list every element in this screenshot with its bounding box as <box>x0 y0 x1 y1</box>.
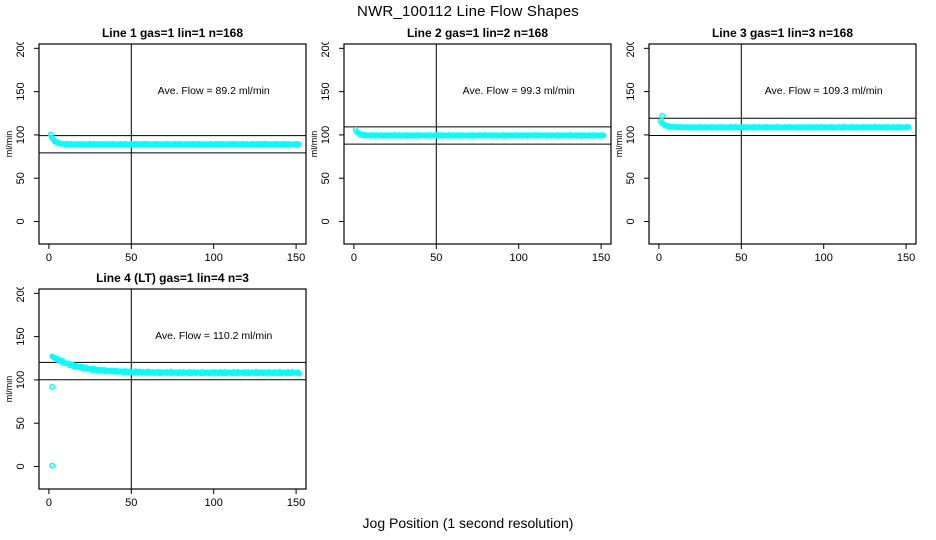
svg-text:200: 200 <box>15 287 27 303</box>
svg-text:50: 50 <box>125 497 137 509</box>
svg-text:0: 0 <box>15 463 27 469</box>
svg-text:150: 150 <box>287 252 305 264</box>
svg-text:200: 200 <box>15 42 27 58</box>
svg-text:150: 150 <box>287 497 305 509</box>
svg-text:50: 50 <box>15 172 27 184</box>
svg-text:100: 100 <box>15 371 27 389</box>
svg-text:100: 100 <box>510 252 528 264</box>
svg-text:50: 50 <box>735 252 747 264</box>
panels-grid: Line 1 gas=1 lin=1 n=168 0 50 100 150 0 50 100… <box>6 22 921 512</box>
svg-text:ml/min: ml/min <box>6 131 14 158</box>
svg-text:200: 200 <box>320 42 332 58</box>
svg-text:0: 0 <box>351 252 357 264</box>
svg-text:Ave. Flow = 110.2 ml/min: Ave. Flow = 110.2 ml/min <box>155 330 272 342</box>
panel-line-3-plot: 0 50 100 150 0 50 100 150 200 ml/min Ave. Flow = 1… <box>616 42 917 264</box>
chart-title: NWR_100112 Line Flow Shapes <box>357 3 579 20</box>
svg-text:150: 150 <box>15 327 27 345</box>
svg-text:ml/min: ml/min <box>311 131 319 158</box>
svg-text:100: 100 <box>205 252 223 264</box>
svg-text:Ave. Flow = 89.2 ml/min: Ave. Flow = 89.2 ml/min <box>158 85 270 97</box>
svg-text:Ave. Flow = 99.3 ml/min: Ave. Flow = 99.3 ml/min <box>463 85 575 97</box>
panel-line-4: Line 4 (LT) gas=1 lin=4 n=3 0 50 100 150 0 50… <box>6 267 311 512</box>
panel-line-1-plot: 0 50 100 150 0 50 100 150 200 ml/min Ave. Flow = 8… <box>6 42 307 264</box>
panel-line-2: Line 2 gas=1 lin=2 n=168 0 50 100 150 0 50 100… <box>311 22 616 267</box>
svg-text:150: 150 <box>625 82 637 100</box>
svg-text:150: 150 <box>15 82 27 100</box>
svg-text:ml/min: ml/min <box>616 131 624 158</box>
empty-cell-1 <box>311 267 616 512</box>
panel-line-3: Line 3 gas=1 lin=3 n=168 0 50 100 150 0 50 100… <box>616 22 921 267</box>
svg-text:0: 0 <box>46 497 52 509</box>
panel-line-4-title: Line 4 (LT) gas=1 lin=4 n=3 <box>96 271 249 285</box>
svg-text:200: 200 <box>625 42 637 58</box>
svg-text:150: 150 <box>592 252 610 264</box>
panel-line-1: Line 1 gas=1 lin=1 n=168 0 50 100 150 0 50 100… <box>6 22 311 267</box>
panel-line-1-title: Line 1 gas=1 lin=1 n=168 <box>101 26 244 40</box>
svg-text:0: 0 <box>15 218 27 224</box>
svg-text:50: 50 <box>625 172 637 184</box>
panel-line-3-title: Line 3 gas=1 lin=3 n=168 <box>711 26 854 40</box>
svg-text:0: 0 <box>625 218 637 224</box>
x-axis-label: Jog Position (1 second resolution) <box>362 515 574 531</box>
svg-text:0: 0 <box>656 252 662 264</box>
svg-text:100: 100 <box>15 126 27 144</box>
svg-text:50: 50 <box>125 252 137 264</box>
panel-line-2-plot: 0 50 100 150 0 50 100 150 200 ml/min Ave. Flow = 9… <box>311 42 612 264</box>
empty-cell-2 <box>616 267 921 512</box>
svg-text:ml/min: ml/min <box>6 376 14 403</box>
svg-text:0: 0 <box>46 252 52 264</box>
panel-line-2-title: Line 2 gas=1 lin=2 n=168 <box>406 26 549 40</box>
svg-text:Ave. Flow = 109.3 ml/min: Ave. Flow = 109.3 ml/min <box>765 85 883 97</box>
panel-line-4-plot: 0 50 100 150 0 50 100 150 200 ml/min Ave. Flow = 1… <box>6 287 307 509</box>
svg-text:150: 150 <box>897 252 915 264</box>
svg-text:100: 100 <box>205 497 223 509</box>
svg-text:100: 100 <box>320 126 332 144</box>
svg-text:50: 50 <box>430 252 442 264</box>
svg-text:100: 100 <box>815 252 833 264</box>
svg-text:50: 50 <box>320 172 332 184</box>
svg-text:0: 0 <box>320 218 332 224</box>
svg-text:150: 150 <box>320 82 332 100</box>
svg-text:100: 100 <box>625 126 637 144</box>
svg-text:50: 50 <box>15 417 27 429</box>
